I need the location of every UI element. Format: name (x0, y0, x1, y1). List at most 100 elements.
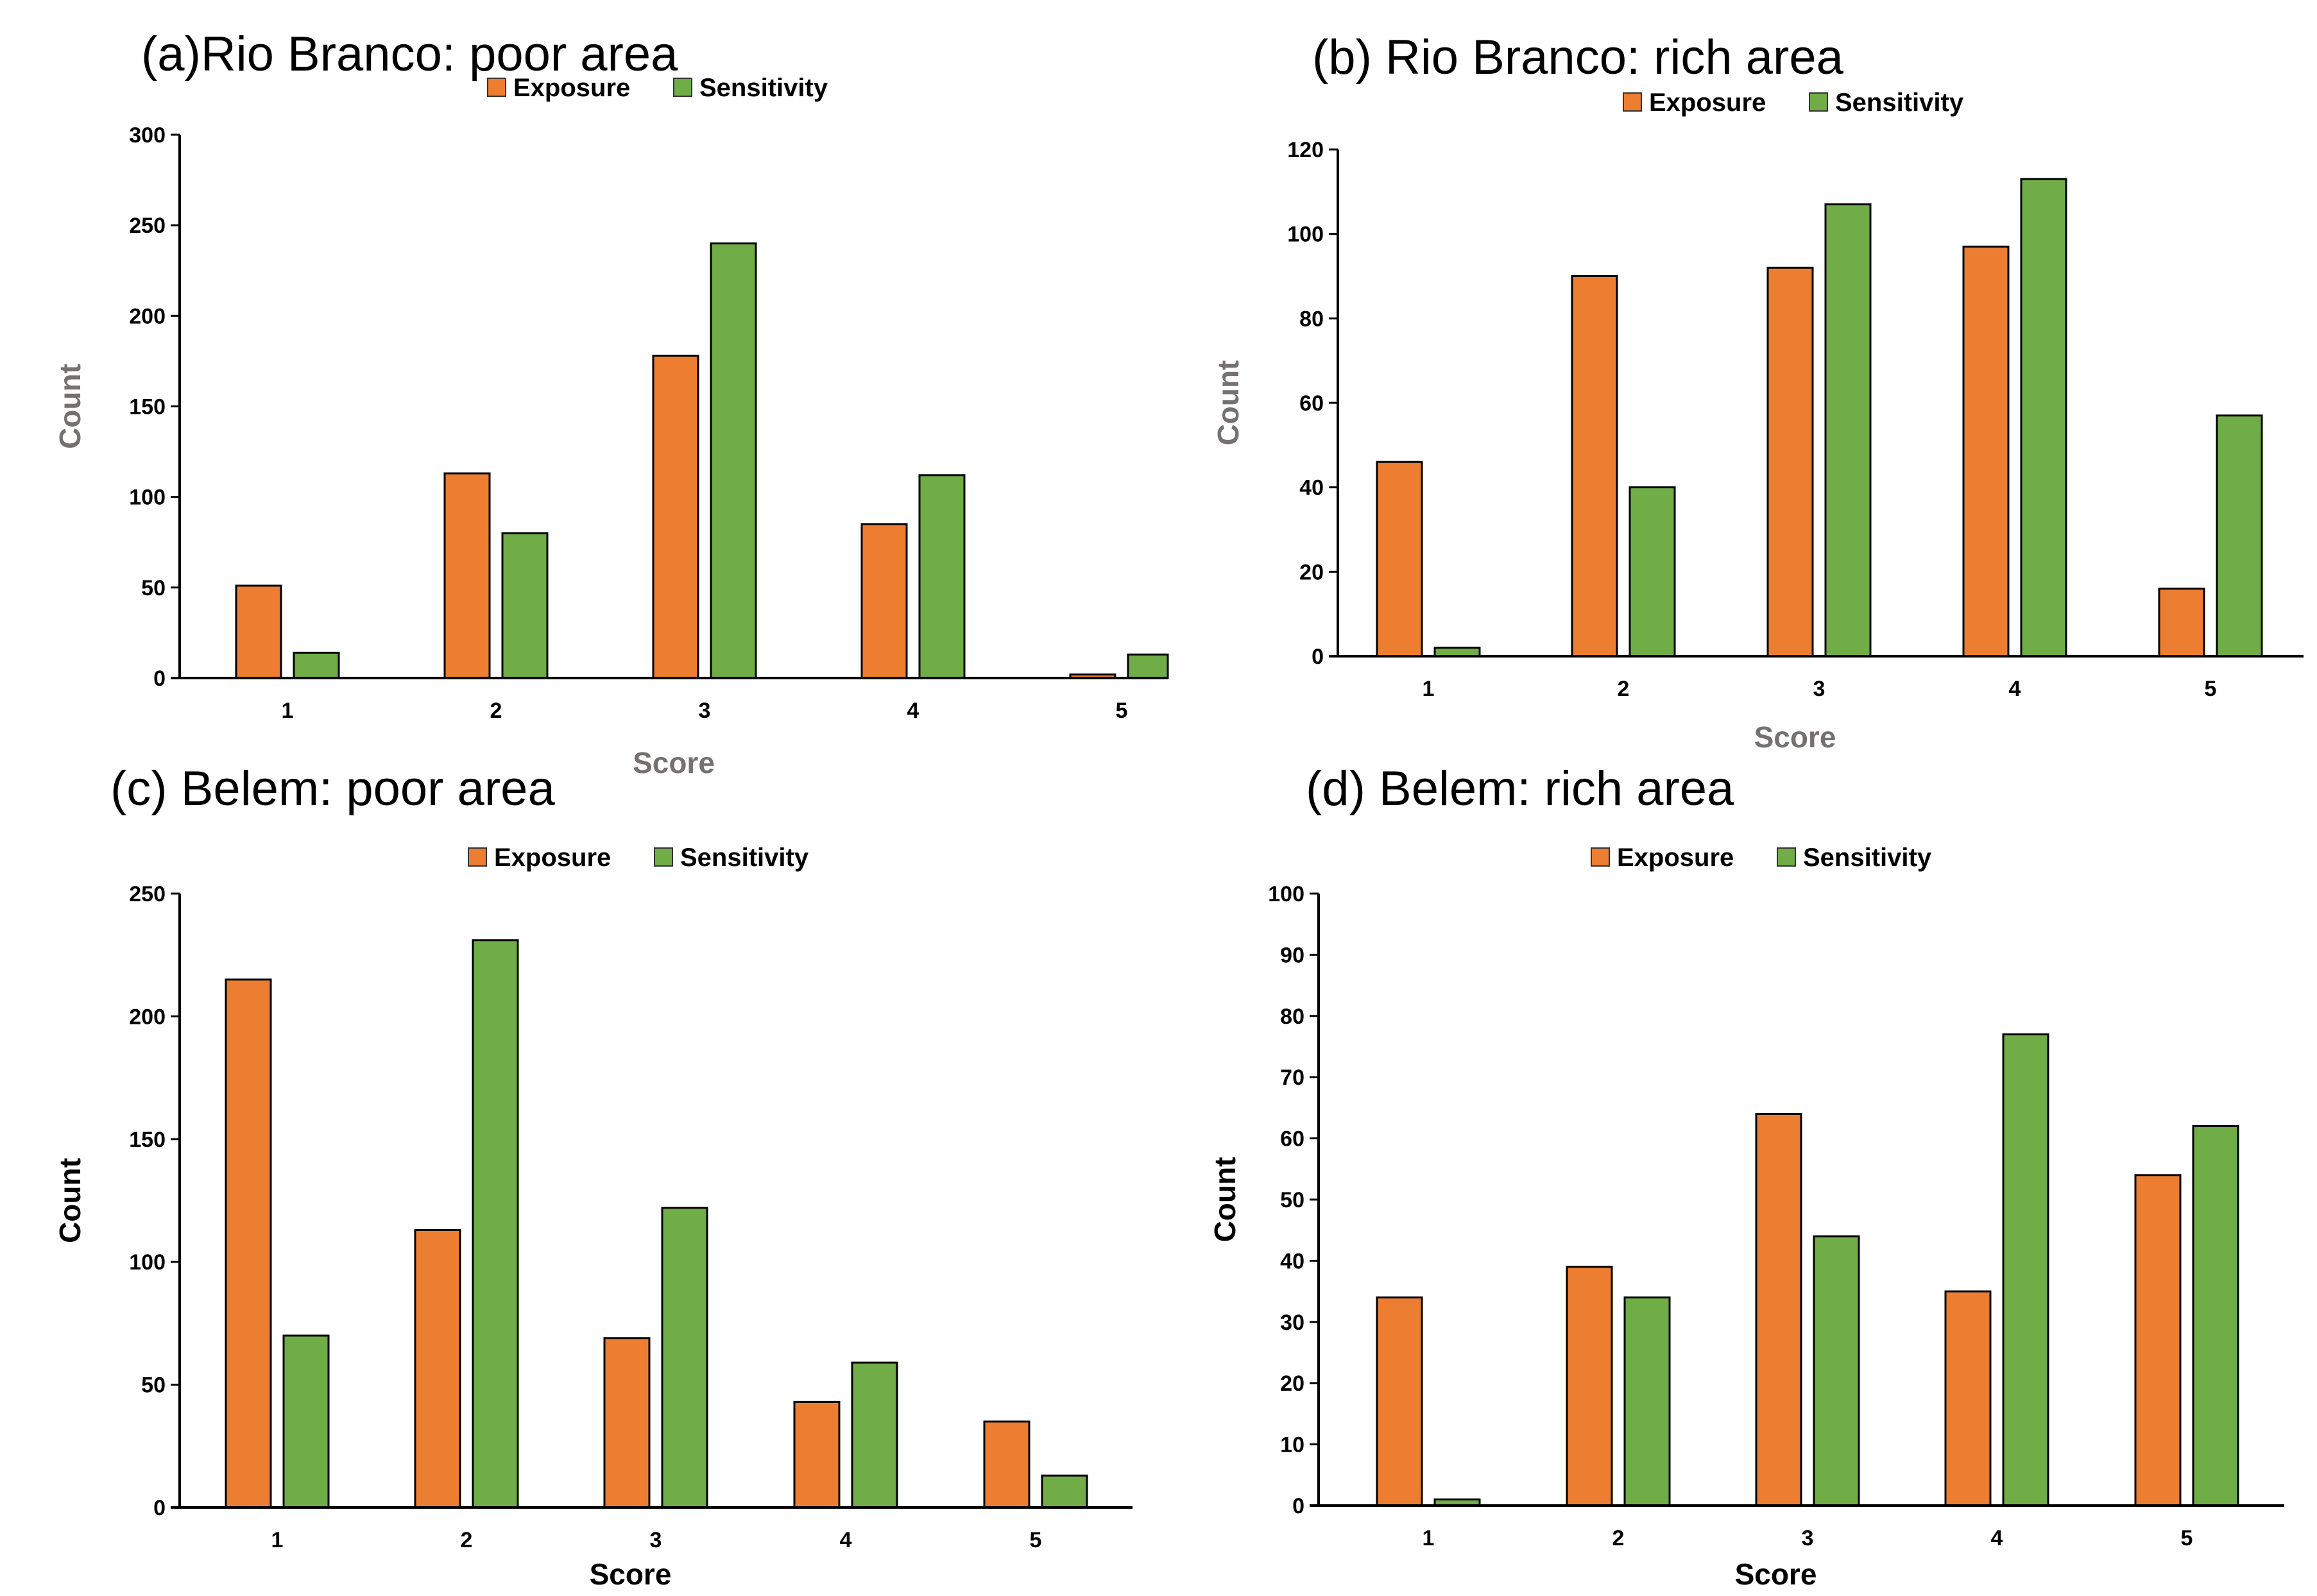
y-tick-label: 60 (1280, 1127, 1304, 1151)
y-tick-label: 300 (129, 123, 166, 148)
y-axis-title: Count (53, 1158, 87, 1243)
legend-swatch-sensitivity (654, 847, 673, 867)
x-tick-label: 1 (1423, 677, 1435, 701)
x-tick-label: 2 (1612, 1526, 1625, 1550)
x-axis-title: Score (1754, 720, 1836, 754)
x-tick-label: 1 (1423, 1526, 1435, 1550)
chart-title: (b) Rio Branco: rich area (1312, 30, 1844, 85)
y-tick-label: 0 (1292, 1494, 1304, 1518)
chart-title: (d) Belem: rich area (1306, 761, 1734, 816)
bar-sensitivity-3 (710, 242, 757, 679)
y-tick-label: 100 (1268, 882, 1304, 906)
x-tick-label: 1 (271, 1528, 284, 1552)
bar-exposure-3 (652, 354, 699, 679)
bar-exposure-1 (1376, 461, 1423, 658)
y-tick-label: 150 (129, 395, 166, 420)
x-tick-label: 4 (840, 1528, 852, 1552)
x-tick-label: 4 (2009, 677, 2021, 701)
y-tick-label: 80 (1299, 307, 1324, 331)
bar-exposure-4 (860, 523, 908, 679)
bar-sensitivity-3 (1813, 1235, 1860, 1507)
legend-label-exposure: Exposure (1649, 89, 1766, 117)
x-tick-label: 3 (1813, 677, 1825, 701)
bar-exposure-3 (1755, 1112, 1802, 1507)
y-tick-label: 0 (1312, 645, 1324, 669)
bar-exposure-2 (414, 1228, 461, 1509)
chart-title: (c) Belem: poor area (110, 761, 555, 816)
bar-exposure-2 (443, 472, 491, 679)
chart-title: (a)Rio Branco: poor area (141, 27, 678, 81)
x-tick-label: 4 (907, 699, 919, 723)
y-tick-label: 200 (129, 304, 166, 328)
chart-panel-b: (b) Rio Branco: rich area Exposure Sensiti… (1211, 30, 2304, 754)
bar-exposure-2 (1566, 1266, 1613, 1507)
y-tick-label: 50 (141, 1373, 166, 1398)
y-tick-label: 100 (129, 486, 166, 510)
bar-sensitivity-2 (501, 532, 549, 679)
bar-exposure-5 (2134, 1174, 2182, 1507)
y-tick-label: 80 (1280, 1005, 1304, 1029)
bar-sensitivity-1 (293, 651, 340, 679)
x-axis-title: Score (633, 746, 715, 779)
y-tick-label: 60 (1299, 391, 1324, 416)
y-tick-label: 150 (129, 1128, 166, 1152)
legend-label-sensitivity: Sensitivity (680, 844, 809, 872)
y-tick-label: 30 (1280, 1311, 1304, 1335)
bar-sensitivity-2 (1629, 486, 1676, 658)
x-tick-label: 3 (1802, 1526, 1814, 1550)
legend-label-exposure: Exposure (494, 844, 611, 872)
bar-exposure-1 (1376, 1296, 1423, 1507)
y-tick-label: 200 (129, 1005, 166, 1029)
bar-sensitivity-5 (1127, 653, 1169, 679)
bar-exposure-1 (235, 584, 282, 679)
bar-sensitivity-2 (472, 939, 519, 1509)
y-tick-label: 20 (1299, 560, 1324, 584)
chart-panel-c: (c) Belem: poor area Exposure Sensitivity 0… (53, 761, 1133, 1591)
bar-sensitivity-5 (2192, 1125, 2239, 1507)
x-tick-label: 2 (461, 1528, 473, 1552)
bar-sensitivity-3 (661, 1207, 708, 1509)
legend-swatch-exposure (487, 78, 506, 97)
x-tick-label: 5 (2205, 677, 2217, 701)
y-tick-label: 0 (153, 1496, 166, 1520)
y-axis-title: Count (53, 364, 87, 449)
bar-sensitivity-1 (282, 1334, 330, 1509)
x-tick-label: 4 (1991, 1526, 2003, 1550)
bar-sensitivity-5 (2216, 414, 2263, 658)
bar-exposure-4 (1962, 245, 2010, 658)
legend-swatch-exposure (1623, 92, 1642, 112)
legend-label-sensitivity: Sensitivity (1835, 89, 1964, 117)
bar-exposure-3 (1766, 266, 1814, 658)
legend-swatch-sensitivity (1777, 847, 1796, 867)
x-axis-title: Score (1735, 1558, 1817, 1591)
bar-exposure-5 (2158, 588, 2205, 658)
legend-swatch-exposure (1591, 847, 1610, 867)
bar-exposure-2 (1571, 275, 1618, 658)
legend-swatch-exposure (468, 847, 487, 867)
x-tick-label: 2 (1618, 677, 1630, 701)
x-axis-title: Score (590, 1558, 672, 1591)
y-tick-label: 40 (1299, 476, 1324, 500)
y-tick-label: 90 (1280, 943, 1304, 967)
x-tick-label: 3 (650, 1528, 662, 1552)
x-tick-label: 5 (2181, 1526, 2193, 1550)
legend-label-sensitivity: Sensitivity (699, 74, 828, 102)
bar-sensitivity-5 (1041, 1474, 1088, 1509)
y-tick-label: 10 (1280, 1433, 1304, 1457)
y-tick-label: 120 (1287, 138, 1324, 162)
bar-exposure-1 (225, 978, 272, 1509)
x-tick-label: 5 (1116, 699, 1128, 723)
y-axis-title: Count (1208, 1157, 1242, 1243)
bar-sensitivity-2 (1623, 1296, 1671, 1507)
x-tick-label: 2 (490, 699, 502, 723)
y-tick-label: 40 (1280, 1249, 1304, 1273)
legend-label-exposure: Exposure (1617, 844, 1734, 872)
y-axis-title: Count (1211, 361, 1245, 446)
y-tick-label: 50 (141, 576, 166, 600)
y-tick-label: 50 (1280, 1188, 1304, 1212)
legend-label-sensitivity: Sensitivity (1803, 844, 1932, 872)
y-tick-label: 70 (1280, 1065, 1304, 1090)
y-tick-label: 100 (1287, 223, 1324, 247)
